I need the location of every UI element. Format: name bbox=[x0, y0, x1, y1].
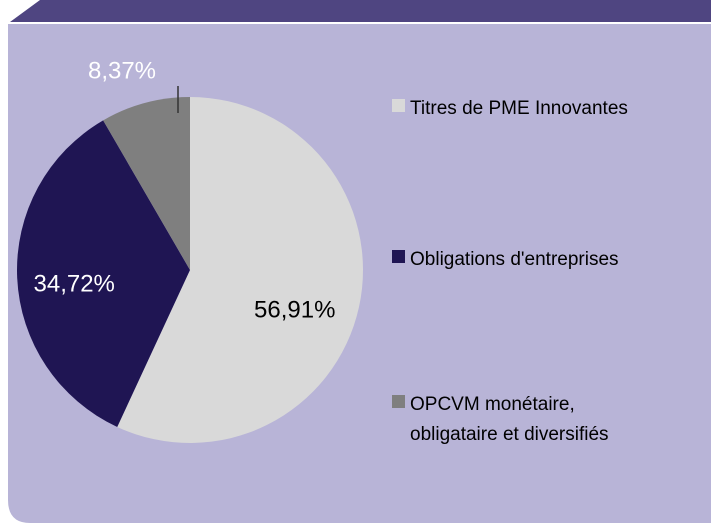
header-band bbox=[10, 0, 711, 22]
legend-label: OPCVM monétaire, obligataire et diversif… bbox=[410, 394, 609, 445]
legend-swatch bbox=[392, 250, 405, 263]
pie-slice bbox=[117, 97, 363, 443]
legend-swatch bbox=[392, 99, 405, 112]
legend-item: Obligations d'entreprises bbox=[392, 245, 692, 275]
pie-slice bbox=[103, 97, 190, 270]
data-label: 34,72% bbox=[34, 271, 115, 298]
legend-label: Titres de PME Innovantes bbox=[410, 98, 628, 119]
data-label: 56,91% bbox=[254, 296, 335, 323]
legend-label: Obligations d'entreprises bbox=[410, 249, 619, 270]
data-label: 8,37% bbox=[88, 57, 156, 84]
legend-item: Titres de PME Innovantes bbox=[392, 94, 692, 124]
legend-swatch bbox=[392, 395, 405, 408]
legend-item: OPCVM monétaire, obligataire et diversif… bbox=[392, 390, 692, 450]
pie-slice bbox=[17, 120, 190, 427]
